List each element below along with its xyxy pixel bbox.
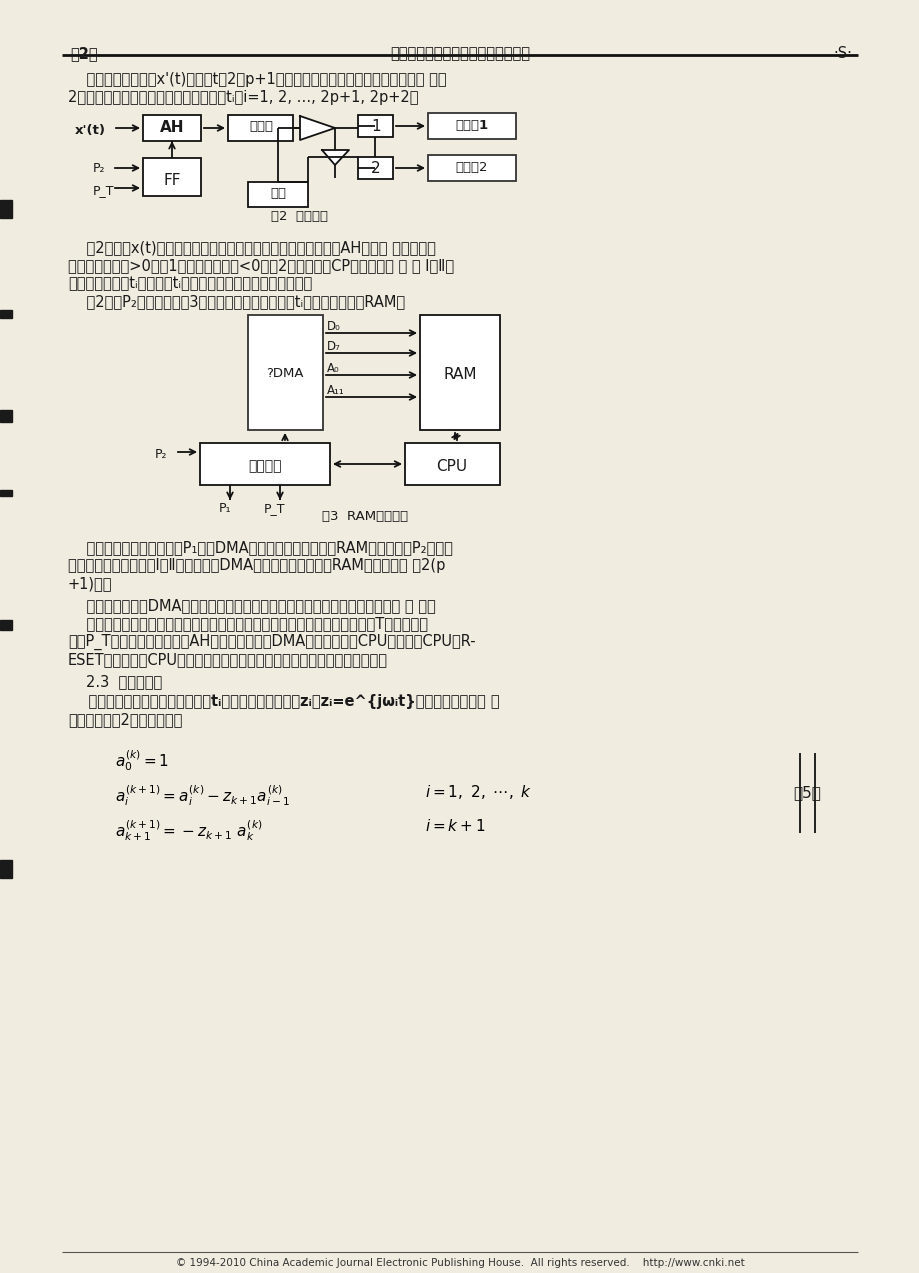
Text: 计数器1: 计数器1 xyxy=(455,118,488,132)
Text: 2所示的电路对零点进行检测，得到一组tᵢ（i=1, 2, …, 2p+1, 2p+2）: 2所示的电路对零点进行检测，得到一组tᵢ（i=1, 2, …, 2p+1, 2p… xyxy=(68,90,418,104)
Bar xyxy=(0,311,12,318)
FancyBboxPatch shape xyxy=(404,443,499,485)
Text: CPU: CPU xyxy=(436,460,467,474)
Text: 1: 1 xyxy=(370,118,380,134)
FancyBboxPatch shape xyxy=(248,182,308,207)
Text: x'(t): x'(t) xyxy=(75,123,106,137)
Text: FF: FF xyxy=(163,173,180,188)
Text: 2.3  求谱线强度: 2.3 求谱线强度 xyxy=(85,673,162,689)
FancyBboxPatch shape xyxy=(427,155,516,181)
Text: 在分析频率高于DMA的允许时，可以直接对控制电路作时序设计，完成同样的 功 能。: 在分析频率高于DMA的允许时，可以直接对控制电路作时序设计，完成同样的 功 能。 xyxy=(68,598,436,614)
Text: 2: 2 xyxy=(370,160,380,176)
Text: 处理软件是根据过零检测得到的tᵢ值，首先求出相应的zᵢ（zᵢ=e^{jωᵢt}）。然后按下述递 推: 处理软件是根据过零检测得到的tᵢ值，首先求出相应的zᵢ（zᵢ=e^{jωᵢt}）… xyxy=(68,694,499,709)
Bar xyxy=(0,861,12,878)
Text: P₂: P₂ xyxy=(93,162,106,174)
Text: 成时序脉冲，将计数器Ⅰ和Ⅱ的数据通过DMA交替传输存入顺序的RAM中。如此重 复2(p: 成时序脉冲，将计数器Ⅰ和Ⅱ的数据通过DMA交替传输存入顺序的RAM中。如此重 复… xyxy=(68,558,445,573)
Text: 时钟: 时钟 xyxy=(269,187,286,200)
Text: P₂: P₂ xyxy=(154,448,167,461)
Text: 控制电路: 控制电路 xyxy=(248,460,281,474)
Text: $a_0^{(k)} = 1$: $a_0^{(k)} = 1$ xyxy=(115,749,169,773)
Text: 法计算方程（2）式的系数。: 法计算方程（2）式的系数。 xyxy=(68,712,182,727)
Text: RAM: RAM xyxy=(443,367,476,382)
Text: © 1994-2010 China Academic Journal Electronic Publishing House.  All rights rese: © 1994-2010 China Academic Journal Elect… xyxy=(176,1258,743,1268)
Text: D₀: D₀ xyxy=(326,320,340,334)
Text: ESET启动信号，CPU运行仅用监控程序，检测到已有数据则转向处理程序。: ESET启动信号，CPU运行仅用监控程序，检测到已有数据则转向处理程序。 xyxy=(68,652,388,667)
Text: 朱俊炎等：一种新型谱分析仪的设计: 朱俊炎等：一种新型谱分析仪的设计 xyxy=(390,46,529,61)
Text: $a_{k+1}^{(k+1)} = -z_{k+1}\ a_k^{(k)}$: $a_{k+1}^{(k+1)} = -z_{k+1}\ a_k^{(k)}$ xyxy=(115,819,262,843)
Text: 图2  过零检测: 图2 过零检测 xyxy=(271,210,328,223)
Text: D₇: D₇ xyxy=(326,340,341,353)
Bar xyxy=(0,490,12,496)
FancyBboxPatch shape xyxy=(420,314,499,430)
Text: 第2期: 第2期 xyxy=(70,46,97,61)
Text: AH: AH xyxy=(160,120,184,135)
FancyBboxPatch shape xyxy=(427,113,516,139)
FancyBboxPatch shape xyxy=(142,115,200,141)
Text: A₁₁: A₁₁ xyxy=(326,384,345,397)
Text: 控制电路还包含有零点个数计数与控制，当信号的长度（即近似认为是周期T）到达后，: 控制电路还包含有零点个数计数与控制，当信号的长度（即近似认为是周期T）到达后， xyxy=(68,616,427,631)
Polygon shape xyxy=(300,116,335,140)
Text: 计数器2: 计数器2 xyxy=(455,160,488,174)
Text: 计数器的值表征tᵢ的大小，tᵢ的不同表征信号频率分量的不同。: 计数器的值表征tᵢ的大小，tᵢ的不同表征信号频率分量的不同。 xyxy=(68,276,312,292)
Polygon shape xyxy=(322,150,348,165)
Text: 在一般情况下，检零控制P₁迫使DMA接管总线，直接与内存RAM打交道。由P₂启动形: 在一般情况下，检零控制P₁迫使DMA接管总线，直接与内存RAM打交道。由P₂启动… xyxy=(68,540,452,555)
Text: A₀: A₀ xyxy=(326,362,339,376)
Text: 图2中的P₂信号通过如图3所示的逻辑，控制每一个tᵢ值顺序存入内存RAM。: 图2中的P₂信号通过如图3所示的逻辑，控制每一个tᵢ值顺序存入内存RAM。 xyxy=(68,294,404,309)
Text: 零点。信号幅度>0，门1打开；信号幅度<0，门2打开，时钟CP分别进入计 数 器 Ⅰ和Ⅱ。: 零点。信号幅度>0，门1打开；信号幅度<0，门2打开，时钟CP分别进入计 数 器… xyxy=(68,258,454,272)
FancyBboxPatch shape xyxy=(248,314,323,430)
Text: 图2所示，x(t)信号一当出现，发出检零控制脉冲启动模拟开关AH，通过 比较器检测: 图2所示，x(t)信号一当出现，发出检零控制脉冲启动模拟开关AH，通过 比较器检… xyxy=(68,241,436,255)
Text: （5）: （5） xyxy=(792,785,820,799)
Bar xyxy=(0,200,12,218)
Bar xyxy=(0,620,12,630)
Bar xyxy=(0,410,12,423)
FancyBboxPatch shape xyxy=(142,158,200,196)
Text: P_T: P_T xyxy=(264,502,286,516)
Text: ·S·: ·S· xyxy=(833,46,851,61)
Text: 发出P_T信号，断开模拟开关AH。同时发信号给DMA把总线交回给CPU，随着向CPU发R-: 发出P_T信号，断开模拟开关AH。同时发信号给DMA把总线交回给CPU，随着向C… xyxy=(68,634,475,651)
Text: +1)次。: +1)次。 xyxy=(68,575,112,591)
Text: 比较器: 比较器 xyxy=(249,120,273,132)
Text: $a_i^{(k+1)} = a_i^{(k)} - z_{k+1} a_{i-1}^{(k)}$: $a_i^{(k+1)} = a_i^{(k)} - z_{k+1} a_{i-… xyxy=(115,783,289,808)
FancyBboxPatch shape xyxy=(228,115,292,141)
FancyBboxPatch shape xyxy=(357,157,392,179)
Text: $i = 1,\ 2,\ \cdots,\ k$: $i = 1,\ 2,\ \cdots,\ k$ xyxy=(425,783,532,801)
Text: 经过变换后的信号x'(t)与横轴t有2（p+1）个交叉点（即多项式的零点）。通过 如图: 经过变换后的信号x'(t)与横轴t有2（p+1）个交叉点（即多项式的零点）。通过… xyxy=(68,73,446,87)
FancyBboxPatch shape xyxy=(357,115,392,137)
Text: P₁: P₁ xyxy=(219,502,231,516)
FancyBboxPatch shape xyxy=(199,443,330,485)
Text: 图3  RAM控制逻辑: 图3 RAM控制逻辑 xyxy=(322,510,408,523)
Text: ?DMA: ?DMA xyxy=(266,367,303,381)
Text: P_T: P_T xyxy=(93,185,114,197)
Text: $i = k + 1$: $i = k + 1$ xyxy=(425,819,485,834)
